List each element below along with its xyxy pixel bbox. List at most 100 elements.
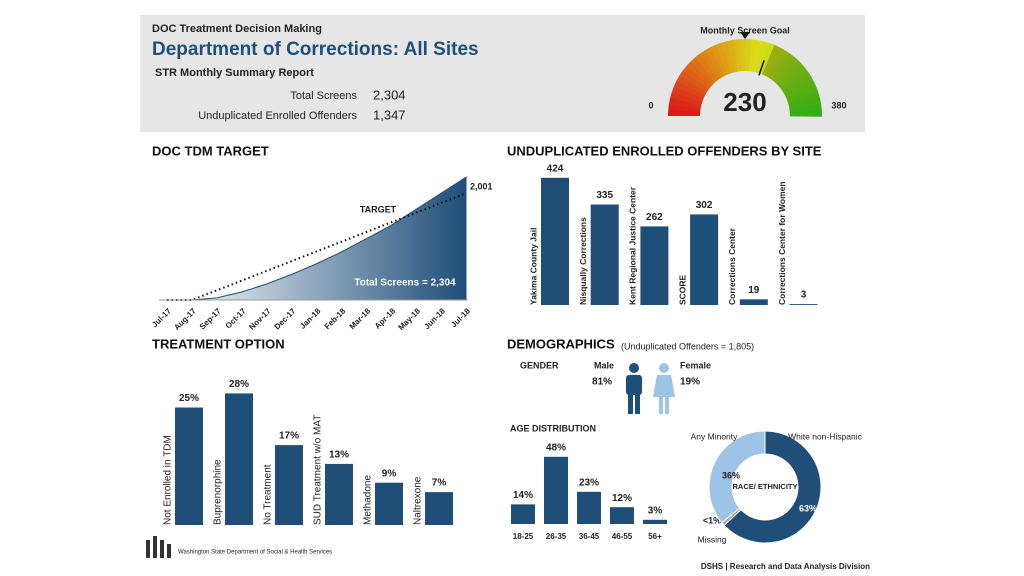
gauge-band bbox=[781, 70, 812, 93]
category-label: 26-35 bbox=[546, 532, 567, 541]
gender-title: GENDER bbox=[520, 360, 559, 370]
page-title: Department of Corrections: All Sites bbox=[152, 39, 479, 60]
value-label: 12% bbox=[612, 493, 632, 504]
footer-credit: DSHS | Research and Data Analysis Divisi… bbox=[701, 562, 870, 571]
value-label: 3% bbox=[648, 505, 663, 516]
gauge-band bbox=[787, 92, 821, 106]
bar bbox=[511, 504, 535, 524]
x-tick-label: Jun-18 bbox=[422, 306, 447, 331]
bar bbox=[690, 214, 719, 305]
gauge-band bbox=[765, 47, 786, 78]
gauge-band bbox=[676, 75, 707, 96]
pie-title: RACE/ ETHNICITY bbox=[732, 482, 797, 491]
bar bbox=[643, 519, 667, 524]
bar bbox=[590, 204, 619, 305]
value-label: 28% bbox=[229, 379, 249, 390]
value-label: 335 bbox=[596, 190, 613, 201]
value-label: 3 bbox=[801, 290, 807, 301]
gauge-band bbox=[789, 109, 822, 117]
category-label: 36-45 bbox=[579, 532, 600, 541]
bar bbox=[225, 393, 253, 525]
category-label: Methadone bbox=[363, 475, 374, 525]
x-tick-label: Nov-17 bbox=[247, 306, 273, 332]
stat-value: 2,304 bbox=[373, 87, 406, 102]
gauge-title: Monthly Screen Goal bbox=[700, 25, 790, 35]
bar bbox=[739, 299, 768, 305]
gauge-band bbox=[779, 65, 808, 90]
x-tick-label: May-18 bbox=[397, 306, 423, 332]
bar bbox=[325, 463, 353, 525]
x-tick-label: Sep-17 bbox=[198, 306, 223, 331]
chart-title: AGE DISTRIBUTION bbox=[510, 423, 596, 433]
bar bbox=[789, 304, 818, 305]
x-tick-label: Apr-18 bbox=[373, 306, 398, 331]
value-label: <1% bbox=[703, 515, 721, 525]
gauge-tick-label: 0 bbox=[648, 100, 653, 110]
x-tick-label: Jul-18 bbox=[449, 306, 472, 329]
gauge-band bbox=[755, 41, 770, 74]
gauge-band bbox=[786, 86, 819, 103]
category-label: Any Minority bbox=[691, 431, 739, 441]
pie-slice bbox=[708, 430, 766, 524]
category-label: Kent Regional Justice Center bbox=[628, 186, 638, 305]
value-label: 23% bbox=[579, 477, 599, 488]
x-tick-label: Dec-17 bbox=[273, 306, 298, 331]
goal-marker bbox=[740, 32, 750, 39]
bar bbox=[375, 482, 403, 525]
x-tick-label: Feb-18 bbox=[323, 306, 348, 331]
value-label: 14% bbox=[513, 490, 533, 501]
stat-label: Unduplicated Enrolled Offenders bbox=[198, 110, 357, 122]
section-note: (Unduplicated Offenders = 1,805) bbox=[621, 341, 754, 351]
section-title: UNDUPLICATED ENROLLED OFFENDERS BY SITE bbox=[507, 143, 822, 158]
section-title: TREATMENT OPTION bbox=[152, 336, 285, 351]
gauge-band bbox=[668, 97, 702, 109]
category-label: Corrections Center for Women bbox=[777, 181, 787, 305]
category-label: 18-25 bbox=[513, 532, 534, 541]
gender-label: Female bbox=[680, 360, 711, 370]
gauge-band bbox=[774, 57, 800, 85]
annotation: 2,001 bbox=[470, 181, 493, 191]
bar bbox=[544, 456, 568, 524]
gauge-band bbox=[768, 50, 791, 80]
category-label: Corrections Center bbox=[727, 227, 737, 305]
value-label: 7% bbox=[432, 478, 447, 489]
bar bbox=[577, 491, 601, 524]
category-label: Nisqually Corrections bbox=[578, 217, 588, 305]
gauge-band bbox=[668, 109, 701, 116]
gauge-band bbox=[748, 39, 758, 72]
value-label: 48% bbox=[546, 442, 566, 453]
bar bbox=[425, 492, 453, 525]
gauge-band bbox=[699, 49, 722, 80]
section-title: DOC TDM TARGET bbox=[152, 143, 269, 158]
bar bbox=[541, 177, 569, 305]
value-label: 302 bbox=[696, 200, 713, 211]
report-name: STR Monthly Summary Report bbox=[155, 67, 314, 79]
section-title: DEMOGRAPHICS bbox=[507, 336, 615, 351]
gauge-band bbox=[710, 44, 729, 76]
kicker: DOC Treatment Decision Making bbox=[152, 23, 322, 35]
series-label: Total Screens = 2,304 bbox=[354, 278, 456, 289]
category-label: 56+ bbox=[648, 532, 662, 541]
category-label: Not Enrolled in TDM bbox=[163, 435, 174, 525]
gauge-band bbox=[704, 47, 725, 78]
gauge-band bbox=[668, 103, 701, 113]
value-label: 262 bbox=[646, 212, 663, 223]
value-label: 9% bbox=[382, 468, 397, 479]
male-icon bbox=[626, 363, 642, 414]
gauge-band bbox=[673, 80, 706, 99]
x-tick-label: Mar-18 bbox=[348, 306, 373, 331]
gauge-band bbox=[670, 91, 703, 106]
gauge-needle bbox=[758, 59, 765, 76]
value-label: 424 bbox=[547, 163, 564, 174]
series-label: TARGET bbox=[360, 204, 397, 214]
x-tick-label: Aug-17 bbox=[172, 306, 198, 332]
gauge-band bbox=[686, 61, 714, 87]
logo bbox=[146, 536, 171, 558]
gauge-band bbox=[682, 65, 712, 90]
category-label: Yakima County Jail bbox=[528, 228, 538, 305]
stat-value: 1,347 bbox=[373, 107, 406, 122]
value-label: 17% bbox=[279, 431, 299, 442]
value-label: 25% bbox=[179, 393, 199, 404]
category-label: Naltrexone bbox=[413, 476, 424, 525]
